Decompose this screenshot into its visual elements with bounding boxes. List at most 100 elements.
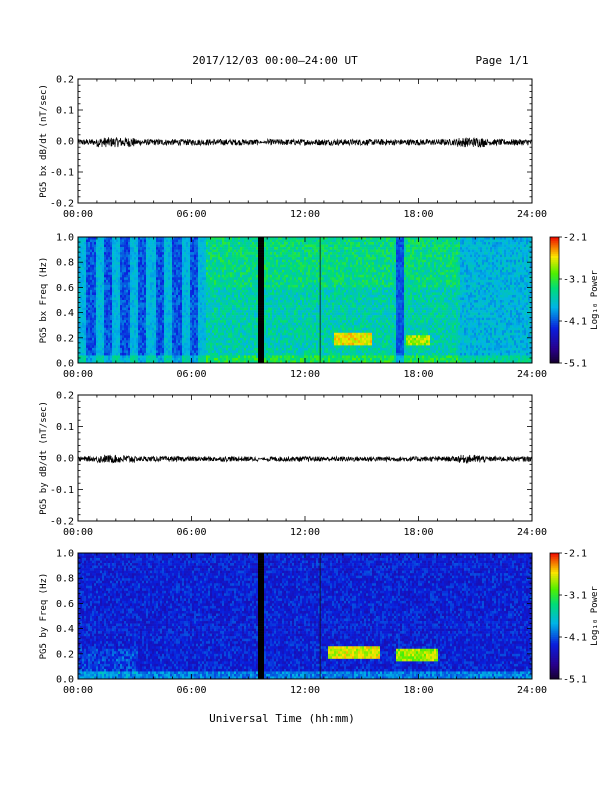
spectrogram-cell — [164, 310, 167, 313]
spectrogram-cell — [84, 239, 87, 243]
spectrogram-cell — [154, 312, 157, 316]
spectrogram-cell — [182, 330, 185, 334]
spectrogram-cell — [190, 355, 193, 359]
spectrogram-cell — [82, 307, 85, 311]
spectrogram-cell — [172, 325, 175, 329]
spectrogram-cell — [266, 342, 269, 346]
spectrogram-cell — [264, 247, 267, 250]
spectrogram-cell — [140, 320, 143, 323]
spectrogram-cell — [116, 259, 119, 263]
spectrogram-cell — [234, 267, 237, 271]
spectrogram-cell — [128, 247, 131, 250]
spectrogram-cell — [78, 297, 81, 301]
spectrogram-cell — [234, 292, 237, 296]
spectrogram-cell — [154, 297, 157, 301]
spectrogram-cell — [186, 244, 189, 248]
spectrogram-cell — [198, 282, 201, 286]
spectrogram-cell — [246, 337, 249, 341]
spectrogram-cell — [208, 332, 211, 336]
spectrogram-cell — [230, 357, 233, 361]
spectrogram-cell — [130, 254, 133, 258]
spectrogram-cell — [82, 284, 85, 288]
spectrogram-cell — [124, 249, 127, 253]
spectrogram-cell — [140, 272, 143, 276]
spectrogram-cell — [162, 355, 165, 359]
spectrogram-cell — [158, 310, 161, 313]
spectrogram-cell — [132, 282, 135, 286]
spectrogram-cell — [212, 244, 215, 248]
spectrogram-cell — [208, 254, 211, 258]
spectrogram-cell — [132, 259, 135, 263]
spectrogram-cell — [166, 302, 169, 306]
spectrogram-cell — [82, 327, 85, 331]
spectrogram-cell — [146, 274, 149, 278]
spectrogram-cell — [114, 300, 117, 303]
spectrogram-cell — [180, 350, 183, 354]
spectrogram-cell — [130, 352, 133, 356]
spectrogram-cell — [112, 257, 115, 260]
spectrogram-cell — [130, 350, 133, 354]
spectrogram-cell — [152, 274, 155, 278]
spectrogram-cell — [224, 317, 227, 321]
spectrogram-cell — [252, 332, 255, 336]
spectrogram-cell — [158, 337, 161, 341]
spectrogram-cell — [78, 360, 81, 364]
spectrogram-cell — [204, 327, 207, 331]
spectrogram-cell — [218, 300, 221, 303]
spectrogram-cell — [86, 330, 89, 334]
spectrogram-cell — [126, 350, 129, 354]
spectrogram-cell — [206, 327, 209, 331]
spectrogram-cell — [182, 294, 185, 298]
spectrogram-cell — [214, 345, 217, 349]
spectrogram-cell — [84, 332, 87, 336]
spectrogram-cell — [182, 327, 185, 331]
spectrogram-cell — [86, 312, 89, 316]
spectrogram-cell — [236, 345, 239, 349]
spectrogram-cell — [248, 315, 251, 318]
spectrogram-cell — [102, 300, 105, 303]
spectrogram-cell — [128, 252, 131, 255]
spectrogram-cell — [172, 259, 175, 263]
spectrogram-cell — [142, 317, 145, 321]
spectrogram-cell — [184, 310, 187, 313]
spectrogram-cell — [204, 252, 207, 255]
spectrogram-cell — [238, 297, 241, 301]
spectrogram-cell — [182, 340, 185, 344]
spectrogram-cell — [160, 355, 163, 359]
spectrogram-cell — [264, 272, 267, 276]
spectrogram-cell — [178, 340, 181, 344]
spectrogram-cell — [178, 292, 181, 296]
spectrogram-cell — [164, 357, 167, 361]
spectrogram-cell — [224, 284, 227, 288]
spectrogram-cell — [174, 252, 177, 255]
spectrogram-cell — [180, 355, 183, 359]
spectrogram-cell — [186, 312, 189, 316]
spectrogram-cell — [136, 345, 139, 349]
spectrogram-cell — [92, 297, 95, 301]
spectrogram-cell — [146, 289, 149, 293]
spectrogram-cell — [78, 307, 81, 311]
spectrogram-cell — [240, 282, 243, 286]
spectrogram-cell — [160, 279, 163, 283]
spectrogram-cell — [142, 257, 145, 260]
spectrogram-cell — [224, 279, 227, 283]
spectrogram-cell — [114, 350, 117, 354]
spectrogram-cell — [186, 332, 189, 336]
spectrogram-cell — [260, 294, 263, 298]
spectrogram-cell — [218, 257, 221, 260]
spectrogram-cell — [202, 279, 205, 283]
spectrogram-cell — [120, 272, 123, 276]
spectrogram-cell — [260, 307, 263, 311]
spectrogram-cell — [120, 247, 123, 250]
spectrogram-cell — [260, 332, 263, 336]
spectrogram-cell — [160, 297, 163, 301]
spectrogram-cell — [108, 289, 111, 293]
spectrogram-cell — [184, 360, 187, 364]
spectrogram-cell — [144, 294, 147, 298]
spectrogram-cell — [136, 267, 139, 271]
spectrogram-cell — [132, 277, 135, 281]
spectrogram-cell — [82, 320, 85, 323]
spectrogram-cell — [116, 307, 119, 311]
spectrogram-cell — [198, 330, 201, 334]
spectrogram-cell — [212, 284, 215, 288]
